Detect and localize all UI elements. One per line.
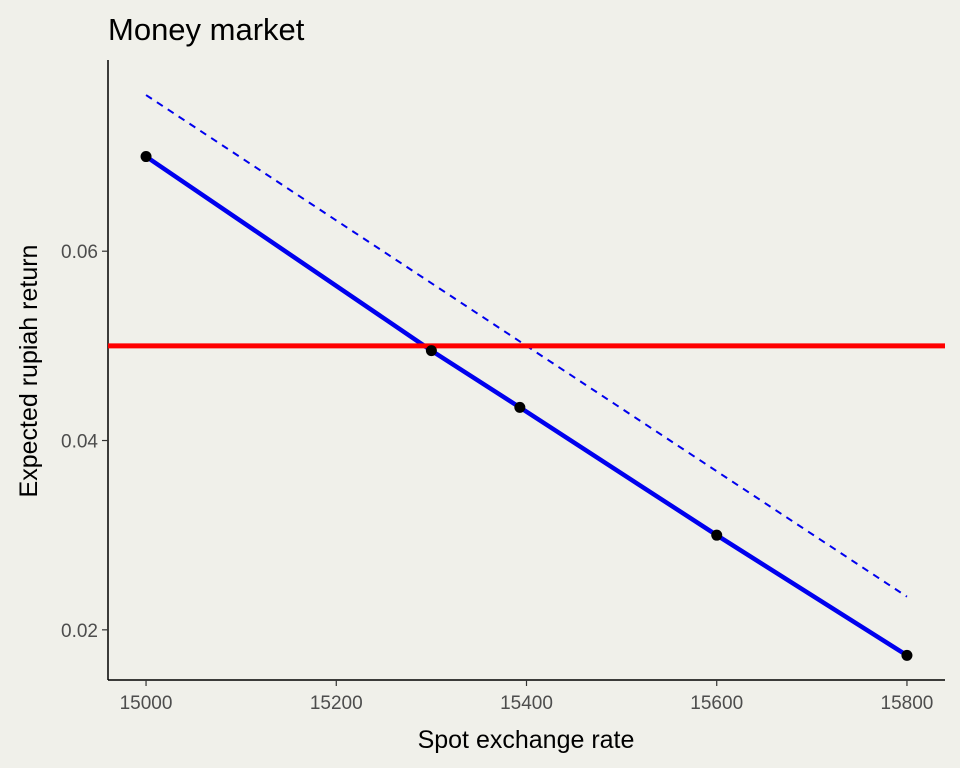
y-tick-label: 0.04 <box>61 432 98 453</box>
y-axis-label: Expected rupiah return <box>15 245 43 498</box>
x-tick-label: 15800 <box>881 693 934 714</box>
x-tick-label: 15000 <box>120 693 173 714</box>
chart-title: Money market <box>108 12 305 47</box>
x-tick-label: 15600 <box>690 693 743 714</box>
y-tick-label: 0.02 <box>61 621 98 642</box>
data-point <box>140 151 152 163</box>
data-point <box>425 345 437 357</box>
x-tick-label: 15400 <box>500 693 553 714</box>
expected-return-line <box>144 154 909 658</box>
x-axis-label: Spot exchange rate <box>418 726 635 754</box>
x-tick-label: 15200 <box>310 693 363 714</box>
data-point <box>514 401 526 413</box>
series-layer <box>108 94 945 661</box>
data-point <box>901 649 913 661</box>
data-point <box>711 529 723 541</box>
axes: 15000 15200 15400 15600 15800 0.02 0.04 0.06 <box>61 60 945 714</box>
y-tick-label: 0.06 <box>61 242 98 263</box>
